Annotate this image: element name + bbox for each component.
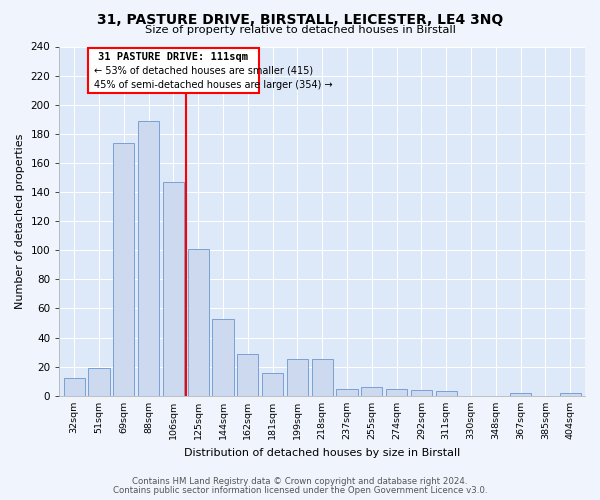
Bar — [64, 378, 85, 396]
Bar — [436, 392, 457, 396]
Bar — [361, 387, 382, 396]
Y-axis label: Number of detached properties: Number of detached properties — [15, 134, 25, 309]
Bar — [212, 318, 233, 396]
Bar — [337, 388, 358, 396]
X-axis label: Distribution of detached houses by size in Birstall: Distribution of detached houses by size … — [184, 448, 460, 458]
Bar — [262, 372, 283, 396]
Bar — [510, 393, 531, 396]
Bar — [287, 360, 308, 396]
Text: ← 53% of detached houses are smaller (415): ← 53% of detached houses are smaller (41… — [94, 66, 313, 76]
Bar — [386, 388, 407, 396]
Text: 31 PASTURE DRIVE: 111sqm: 31 PASTURE DRIVE: 111sqm — [98, 52, 248, 62]
Text: Size of property relative to detached houses in Birstall: Size of property relative to detached ho… — [145, 25, 455, 35]
Bar — [88, 368, 110, 396]
Bar — [138, 120, 159, 396]
Text: 45% of semi-detached houses are larger (354) →: 45% of semi-detached houses are larger (… — [94, 80, 332, 90]
Bar — [311, 360, 333, 396]
FancyBboxPatch shape — [88, 48, 259, 93]
Bar — [163, 182, 184, 396]
Text: Contains HM Land Registry data © Crown copyright and database right 2024.: Contains HM Land Registry data © Crown c… — [132, 478, 468, 486]
Bar — [411, 390, 432, 396]
Text: 31, PASTURE DRIVE, BIRSTALL, LEICESTER, LE4 3NQ: 31, PASTURE DRIVE, BIRSTALL, LEICESTER, … — [97, 12, 503, 26]
Bar — [113, 142, 134, 396]
Bar — [188, 249, 209, 396]
Bar — [560, 393, 581, 396]
Bar — [237, 354, 259, 396]
Text: Contains public sector information licensed under the Open Government Licence v3: Contains public sector information licen… — [113, 486, 487, 495]
